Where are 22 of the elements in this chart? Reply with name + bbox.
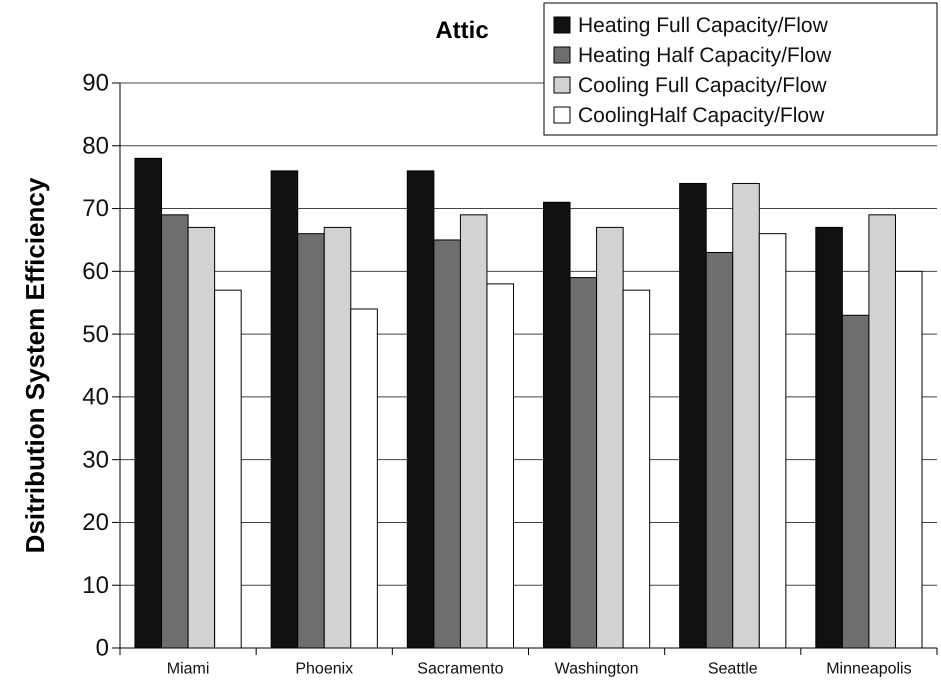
legend-label: CoolingHalf Capacity/Flow bbox=[578, 104, 826, 127]
x-tick-label: Minneapolis bbox=[826, 660, 912, 678]
y-tick-label: 30 bbox=[82, 446, 109, 474]
x-tick-label: Sacramento bbox=[417, 660, 504, 678]
y-tick-label: 0 bbox=[96, 634, 109, 662]
x-tick-label: Seattle bbox=[708, 660, 758, 678]
x-tick-label: Miami bbox=[166, 660, 210, 678]
y-tick-label: 10 bbox=[82, 572, 109, 599]
y-tick-label: 90 bbox=[82, 70, 109, 97]
y-tick-label: 50 bbox=[82, 320, 109, 348]
y-tick-label: 70 bbox=[82, 195, 109, 222]
legend-label: Heating Full Capacity/Flow bbox=[578, 14, 829, 37]
chart-title: Attic bbox=[435, 17, 489, 44]
y-axis-title: Dsitribution System Efficiency bbox=[20, 177, 50, 554]
legend-label: Heating Half Capacity/Flow bbox=[578, 44, 832, 67]
legend-label: Cooling Full Capacity/Flow bbox=[578, 74, 828, 97]
x-tick-label: Washington bbox=[554, 660, 639, 678]
y-tick-label: 40 bbox=[82, 384, 109, 411]
y-tick-label: 80 bbox=[82, 132, 109, 160]
x-tick-label: Phoenix bbox=[295, 660, 354, 678]
y-tick-label: 60 bbox=[82, 258, 109, 286]
y-tick-label: 20 bbox=[82, 509, 109, 536]
